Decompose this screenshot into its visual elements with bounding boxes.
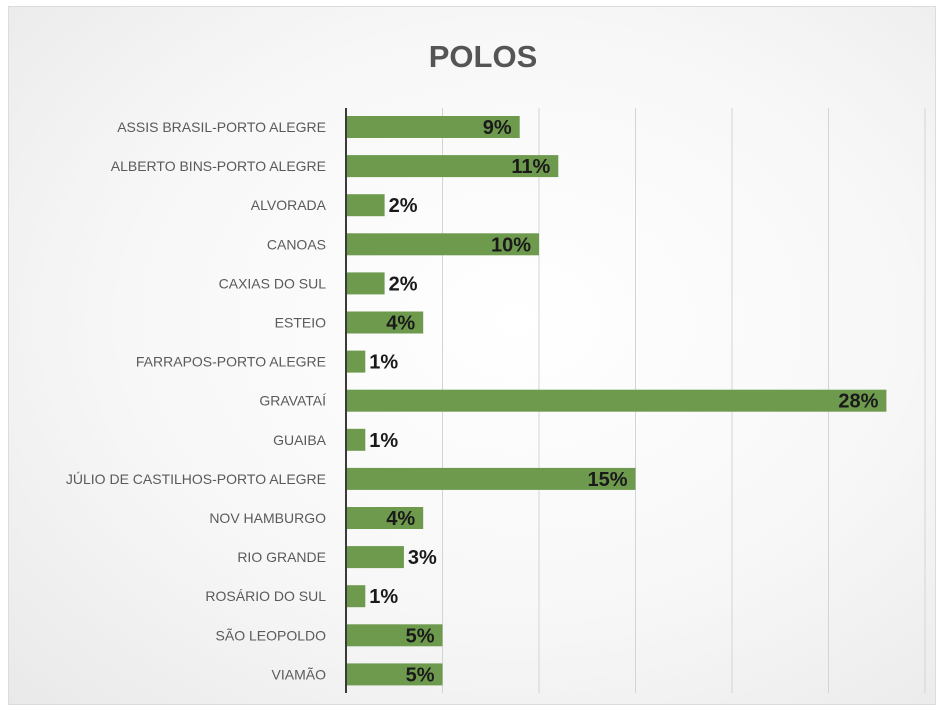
bar: [346, 350, 366, 373]
bar: [346, 194, 385, 217]
category-label: FARRAPOS-PORTO ALEGRE: [136, 354, 326, 370]
category-label: GUAIBA: [273, 432, 327, 448]
category-label: CANOAS: [267, 236, 326, 252]
bar: [346, 428, 366, 451]
data-label: 1%: [369, 352, 398, 374]
data-label: 3%: [408, 547, 437, 569]
bar: [346, 272, 385, 295]
data-label: 5%: [406, 625, 435, 647]
data-label: 4%: [386, 313, 415, 335]
category-label: ALVORADA: [251, 197, 327, 213]
category-label: JÚLIO DE CASTILHOS-PORTO ALEGRE: [66, 471, 326, 487]
bars: [346, 116, 887, 686]
bar: [346, 155, 559, 178]
category-label: GRAVATAÍ: [259, 393, 326, 409]
data-label: 2%: [389, 195, 418, 217]
data-label: 11%: [511, 156, 550, 178]
data-label: 10%: [491, 234, 531, 256]
category-label: ESTEIO: [275, 315, 326, 331]
bar: [346, 116, 520, 138]
bar: [346, 233, 539, 256]
data-label: 5%: [406, 664, 435, 686]
category-label: ALBERTO BINS-PORTO ALEGRE: [111, 158, 326, 174]
data-label: 2%: [389, 273, 418, 295]
category-label: CAXIAS DO SUL: [219, 275, 327, 291]
category-label: VIAMÃO: [272, 666, 327, 682]
data-label: 15%: [587, 469, 627, 491]
bar: [346, 507, 424, 529]
category-labels: ASSIS BRASIL-PORTO ALEGRE ALBERTO BINS-PO…: [66, 119, 327, 682]
data-label: 9%: [483, 117, 512, 139]
bar: [346, 389, 887, 412]
data-label: 28%: [838, 391, 878, 413]
bar: [346, 624, 443, 647]
bar: [346, 467, 636, 490]
bar: [346, 585, 366, 608]
data-label: 4%: [386, 508, 415, 530]
category-label: ROSÁRIO DO SUL: [205, 588, 326, 604]
category-label: NOV HAMBURGO: [209, 510, 326, 526]
bar: [346, 311, 424, 334]
bar: [346, 663, 443, 686]
chart-title: POLOS: [429, 39, 538, 74]
data-label: 1%: [369, 430, 398, 452]
category-label: RIO GRANDE: [237, 549, 326, 565]
category-label: SÃO LEOPOLDO: [216, 627, 327, 643]
data-labels: 9% 11% 2% 10% 2% 4% 1% 28% 1% 15% 4% 3% 1% 5% 5%: [369, 117, 878, 686]
bar: [346, 546, 404, 569]
category-label: ASSIS BRASIL-PORTO ALEGRE: [117, 119, 326, 135]
data-label: 1%: [369, 586, 398, 608]
